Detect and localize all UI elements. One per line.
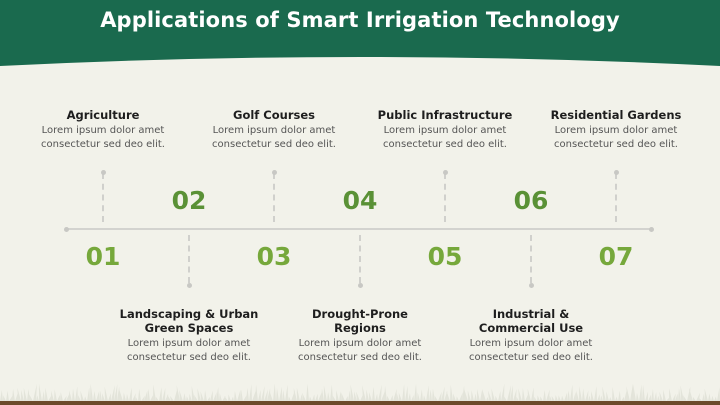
- step-title-line1: Industrial &: [492, 307, 570, 321]
- step-card-public-infrastructure: Public Infrastructure Lorem ipsum dolor …: [365, 108, 525, 151]
- step-desc-line2: consectetur sed deo elit.: [469, 351, 593, 363]
- connector-dot-07: [613, 170, 619, 175]
- page-title: Applications of Smart Irrigation Technol…: [100, 8, 620, 32]
- step-number-04: 04: [342, 186, 378, 215]
- step-number-07: 07: [598, 242, 634, 271]
- step-title: Agriculture: [66, 108, 140, 122]
- step-title-line2: Regions: [334, 321, 386, 335]
- step-desc-line2: consectetur sed deo elit.: [298, 351, 422, 363]
- step-desc-line1: Lorem ipsum dolor amet: [383, 125, 507, 136]
- grass-blades: [0, 383, 720, 401]
- connector-dot-03: [271, 170, 277, 175]
- step-number-05: 05: [427, 242, 463, 271]
- connector-05: [444, 173, 446, 222]
- connector-dot-06: [528, 283, 534, 288]
- step-desc-line1: Lorem ipsum dolor amet: [469, 338, 593, 349]
- connector-01: [102, 173, 104, 222]
- header-shape: [0, 0, 720, 66]
- step-desc-line2: consectetur sed deo elit.: [127, 351, 251, 363]
- timeline-end-dot: [649, 226, 654, 232]
- connector-dot-04: [357, 283, 363, 288]
- step-title-line1: Drought-Prone: [312, 307, 408, 321]
- step-desc-line1: Lorem ipsum dolor amet: [212, 125, 336, 136]
- step-card-landscaping: Landscaping & Urban Green Spaces Lorem i…: [109, 307, 269, 364]
- step-title: Residential Gardens: [550, 108, 682, 122]
- connector-dot-05: [442, 170, 448, 175]
- step-card-agriculture: Agriculture Lorem ipsum dolor amet conse…: [23, 108, 183, 151]
- step-desc-line1: Lorem ipsum dolor amet: [41, 125, 165, 136]
- connector-dot-02: [186, 283, 192, 288]
- step-title-line2: Green Spaces: [144, 321, 234, 335]
- step-desc-line1: Lorem ipsum dolor amet: [127, 338, 251, 349]
- connector-03: [273, 173, 275, 222]
- timeline-start-dot: [64, 226, 69, 232]
- step-desc-line2: consectetur sed deo elit.: [212, 138, 336, 150]
- header-banner: Applications of Smart Irrigation Technol…: [0, 0, 720, 80]
- step-title-line1: Landscaping & Urban: [119, 307, 259, 321]
- step-desc-line2: consectetur sed deo elit.: [41, 138, 165, 150]
- step-card-golf-courses: Golf Courses Lorem ipsum dolor amet cons…: [194, 108, 354, 151]
- step-desc-line1: Lorem ipsum dolor amet: [554, 125, 678, 136]
- step-title: Public Infrastructure: [377, 108, 513, 122]
- connector-02: [188, 235, 190, 283]
- step-desc-line2: consectetur sed deo elit.: [554, 138, 678, 150]
- step-number-03: 03: [256, 242, 292, 271]
- step-title-line2: Commercial Use: [478, 321, 584, 335]
- grass-soil-footer: [0, 375, 720, 405]
- connector-dot-01: [100, 170, 106, 175]
- step-card-industrial-commercial: Industrial & Commercial Use Lorem ipsum …: [451, 307, 611, 364]
- connector-06: [530, 235, 532, 283]
- grass-illustration: [0, 383, 720, 405]
- timeline-axis: [66, 228, 651, 230]
- step-number-02: 02: [171, 186, 207, 215]
- step-card-drought-prone: Drought-Prone Regions Lorem ipsum dolor …: [280, 307, 440, 364]
- step-desc-line2: consectetur sed deo elit.: [383, 138, 507, 150]
- step-desc-line1: Lorem ipsum dolor amet: [298, 338, 422, 349]
- step-number-01: 01: [85, 242, 121, 271]
- connector-04: [359, 235, 361, 283]
- step-title: Golf Courses: [233, 108, 315, 122]
- step-number-06: 06: [513, 186, 549, 215]
- connector-07: [615, 173, 617, 222]
- step-card-residential-gardens: Residential Gardens Lorem ipsum dolor am…: [536, 108, 696, 151]
